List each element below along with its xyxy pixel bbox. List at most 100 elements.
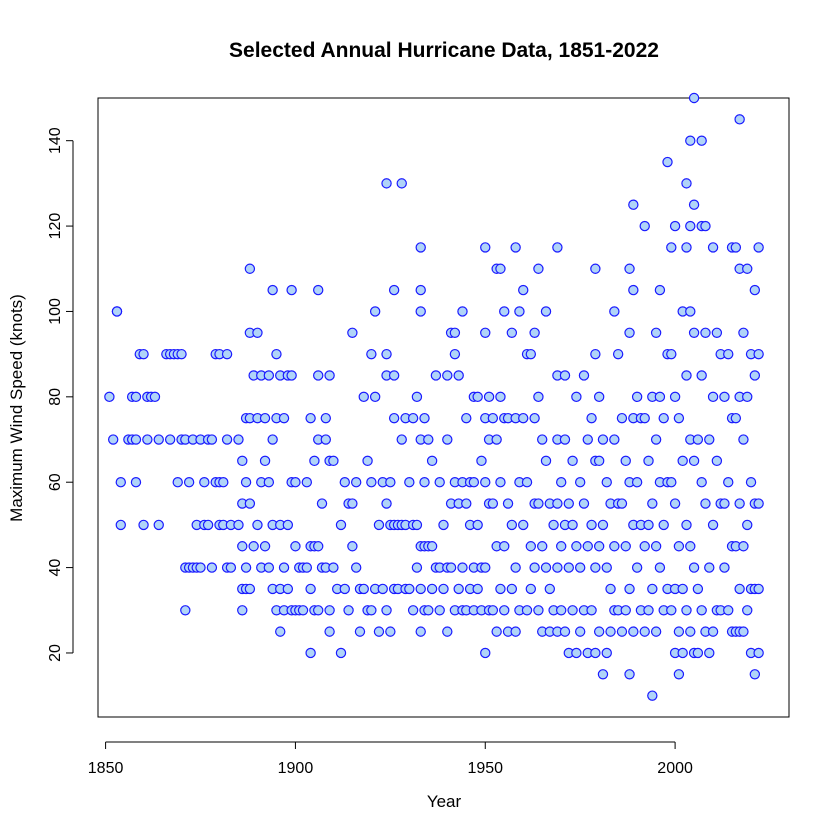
data-point xyxy=(263,477,275,488)
data-point xyxy=(347,541,358,552)
y-tick-label: 80 xyxy=(47,388,64,406)
data-point xyxy=(495,263,506,274)
data-point xyxy=(233,519,244,531)
data-point xyxy=(753,647,764,659)
data-point xyxy=(142,434,153,445)
data-point xyxy=(696,370,707,381)
data-point xyxy=(567,455,578,467)
data-point xyxy=(309,455,320,467)
data-point xyxy=(533,498,544,509)
data-point xyxy=(643,519,654,531)
data-point xyxy=(442,626,453,637)
data-point xyxy=(537,434,548,445)
data-point xyxy=(620,605,631,616)
data-point xyxy=(639,541,650,552)
data-point xyxy=(480,477,491,488)
data-point xyxy=(521,605,533,616)
data-point xyxy=(700,498,711,509)
data-point xyxy=(244,263,256,274)
data-point xyxy=(339,583,350,595)
data-point xyxy=(700,327,711,338)
data-point xyxy=(396,434,407,445)
data-point xyxy=(578,370,590,381)
data-point xyxy=(339,477,350,488)
data-point xyxy=(707,391,719,403)
data-point xyxy=(571,541,582,552)
data-point xyxy=(609,541,620,552)
data-point xyxy=(571,647,582,659)
data-point xyxy=(495,477,506,488)
data-point xyxy=(677,583,688,595)
data-point xyxy=(586,605,597,616)
data-point xyxy=(267,284,278,296)
data-point xyxy=(677,647,688,659)
data-point xyxy=(381,605,392,616)
data-point xyxy=(571,391,582,403)
data-point xyxy=(616,412,628,424)
data-point xyxy=(677,455,688,467)
data-point xyxy=(696,605,707,616)
data-point xyxy=(510,562,521,573)
data-point xyxy=(487,498,499,509)
data-point xyxy=(271,348,282,360)
data-point xyxy=(612,348,624,360)
data-point xyxy=(301,562,313,573)
data-point xyxy=(388,412,400,424)
data-point xyxy=(650,327,662,338)
data-point xyxy=(286,370,297,381)
data-point xyxy=(582,434,593,445)
x-axis-label: Year xyxy=(427,792,462,811)
data-point xyxy=(199,477,210,488)
x-tick-label: 2000 xyxy=(657,760,693,777)
data-point xyxy=(115,519,126,531)
data-point xyxy=(692,583,704,595)
data-point xyxy=(753,348,764,360)
data-point xyxy=(343,605,354,616)
data-point xyxy=(244,498,256,509)
data-point xyxy=(237,455,248,467)
data-point xyxy=(593,626,605,637)
data-point xyxy=(753,242,764,253)
data-point xyxy=(567,605,578,616)
data-point xyxy=(259,455,271,467)
data-point xyxy=(419,412,430,424)
data-point xyxy=(544,583,556,595)
data-point xyxy=(445,562,457,573)
data-point xyxy=(730,412,742,424)
data-point xyxy=(597,434,609,445)
data-point xyxy=(305,583,316,595)
data-point xyxy=(366,477,377,488)
y-tick-label: 140 xyxy=(47,127,64,154)
data-point xyxy=(275,626,286,637)
data-point xyxy=(286,284,297,296)
data-point xyxy=(237,605,248,616)
data-point xyxy=(130,434,142,445)
data-point xyxy=(563,562,574,573)
data-point xyxy=(423,605,434,616)
data-point xyxy=(335,647,347,659)
data-point xyxy=(461,412,472,424)
data-point xyxy=(328,562,339,573)
chart-title: Selected Annual Hurricane Data, 1851-202… xyxy=(229,39,659,62)
data-point xyxy=(673,412,685,424)
data-point xyxy=(324,626,335,637)
data-point xyxy=(559,370,571,381)
data-point xyxy=(104,391,115,403)
data-point xyxy=(696,477,707,488)
data-point xyxy=(643,605,654,616)
data-point xyxy=(707,519,719,531)
data-point xyxy=(472,583,483,595)
data-point xyxy=(692,434,704,445)
data-point xyxy=(499,541,510,552)
data-point xyxy=(654,391,666,403)
data-point xyxy=(362,455,373,467)
data-point xyxy=(320,412,331,424)
data-point xyxy=(548,519,559,531)
data-point xyxy=(347,327,358,338)
data-point xyxy=(510,626,521,637)
data-point xyxy=(495,583,506,595)
data-point xyxy=(590,562,601,573)
data-point xyxy=(483,391,495,403)
data-point xyxy=(183,477,195,488)
data-point xyxy=(552,242,563,253)
